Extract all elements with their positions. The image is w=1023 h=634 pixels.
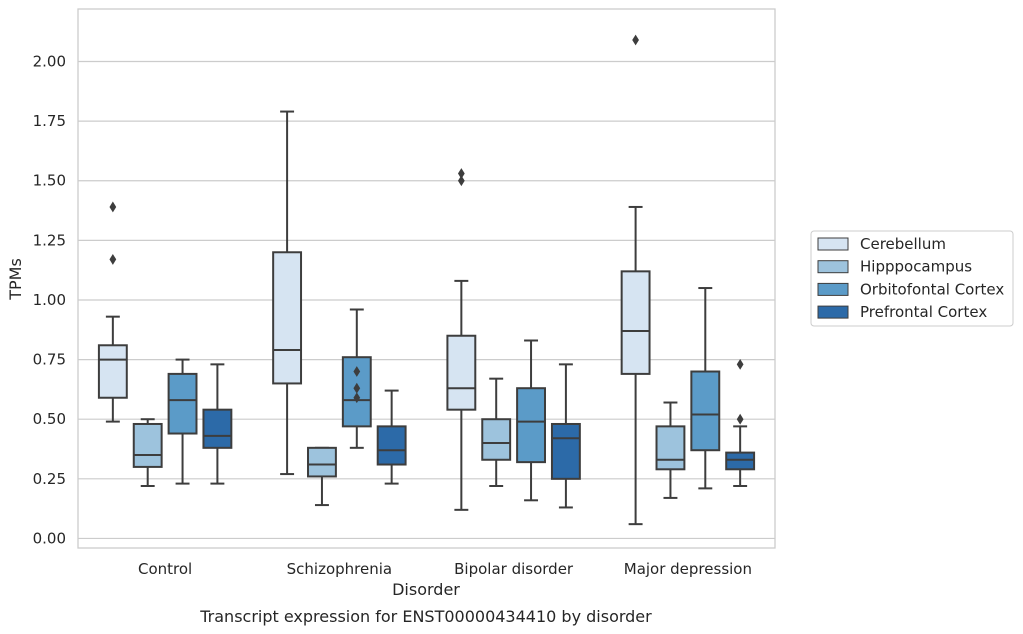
outlier-point <box>457 168 465 179</box>
outlier-point <box>457 175 465 187</box>
box-iqr <box>97 344 128 399</box>
outlier-point <box>109 254 117 265</box>
box-plot <box>690 287 721 490</box>
y-tick-labels: 0.00 0.25 0.50 0.75 1.00 1.25 1.50 1.75 2.00 <box>33 52 66 547</box>
y-tick-label: 0.00 <box>33 529 66 547</box>
y-tick-label: 1.25 <box>33 231 66 249</box>
outlier-point <box>353 392 361 404</box>
box-plot <box>550 363 581 509</box>
legend-label: Prefrontal Cortex <box>860 303 987 321</box>
y-tick-label: 0.25 <box>33 470 66 488</box>
box-layer <box>97 34 756 526</box>
box-iqr <box>307 446 337 478</box>
box-plot <box>446 168 477 511</box>
box-plot <box>655 401 686 499</box>
y-axis-title: TPMs <box>6 258 25 301</box>
legend-label: Orbitofontal Cortex <box>860 280 1004 298</box>
x-tick-label: Bipolar disorder <box>454 560 574 578</box>
box-plot <box>516 339 546 502</box>
box-iqr <box>550 422 581 480</box>
box-iqr <box>516 387 546 464</box>
box-iqr <box>655 425 686 471</box>
x-tick-label: Schizophrenia <box>287 560 392 578</box>
outlier-point <box>736 358 744 370</box>
legend-label: Hipppocampus <box>860 258 972 276</box>
chart-caption: Transcript expression for ENST0000043441… <box>199 607 652 626</box>
legend-frame <box>810 230 1014 327</box>
box-plot <box>725 358 756 487</box>
y-tick-label: 1.00 <box>33 291 66 309</box>
y-tick-label: 0.50 <box>33 410 66 428</box>
box-iqr <box>202 408 233 449</box>
outlier-point <box>109 201 117 213</box>
box-iqr <box>481 418 512 461</box>
legend-swatch <box>817 282 849 296</box>
y-tick-label: 1.50 <box>33 172 66 190</box>
box-plot <box>272 110 303 476</box>
box-plot <box>481 377 512 487</box>
box-iqr <box>446 334 477 411</box>
legend-swatch <box>817 305 849 319</box>
x-tick-label: Major depression <box>624 560 752 578</box>
box-plot <box>132 418 163 487</box>
legend-swatch <box>817 260 849 274</box>
outlier-point <box>632 34 639 46</box>
box-plot <box>202 363 233 485</box>
box-plot <box>167 358 198 485</box>
legend-swatch <box>817 237 849 251</box>
box-iqr <box>376 425 407 466</box>
legend: Cerebellum Hipppocampus Orbitofontal Corte… <box>810 230 1014 327</box>
box-plot <box>376 389 407 485</box>
legend-label: Cerebellum <box>860 235 946 253</box>
legend-items: Cerebellum Hipppocampus Orbitofontal Corte… <box>817 235 1004 321</box>
box-iqr <box>725 451 756 471</box>
y-tick-label: 0.75 <box>33 351 66 369</box>
box-iqr <box>690 370 721 452</box>
box-plot <box>97 201 128 423</box>
box-plot <box>341 308 372 449</box>
x-tick-label: Control <box>138 560 192 578</box>
x-tick-labels: Control Schizophrenia Bipolar disorder Majo… <box>138 560 752 578</box>
outlier-point <box>736 413 744 425</box>
outlier-point <box>353 382 361 394</box>
box-iqr <box>167 372 198 435</box>
box-plot <box>307 446 337 507</box>
y-tick-label: 1.75 <box>33 112 66 130</box>
outlier-point <box>353 366 361 377</box>
x-axis-title: Disorder <box>392 580 460 599</box>
box-iqr <box>620 270 651 375</box>
box-iqr <box>272 251 303 385</box>
y-tick-label: 2.00 <box>33 52 66 70</box>
plot-frame <box>77 8 776 549</box>
box-iqr <box>132 422 163 468</box>
box-plot <box>620 34 651 526</box>
